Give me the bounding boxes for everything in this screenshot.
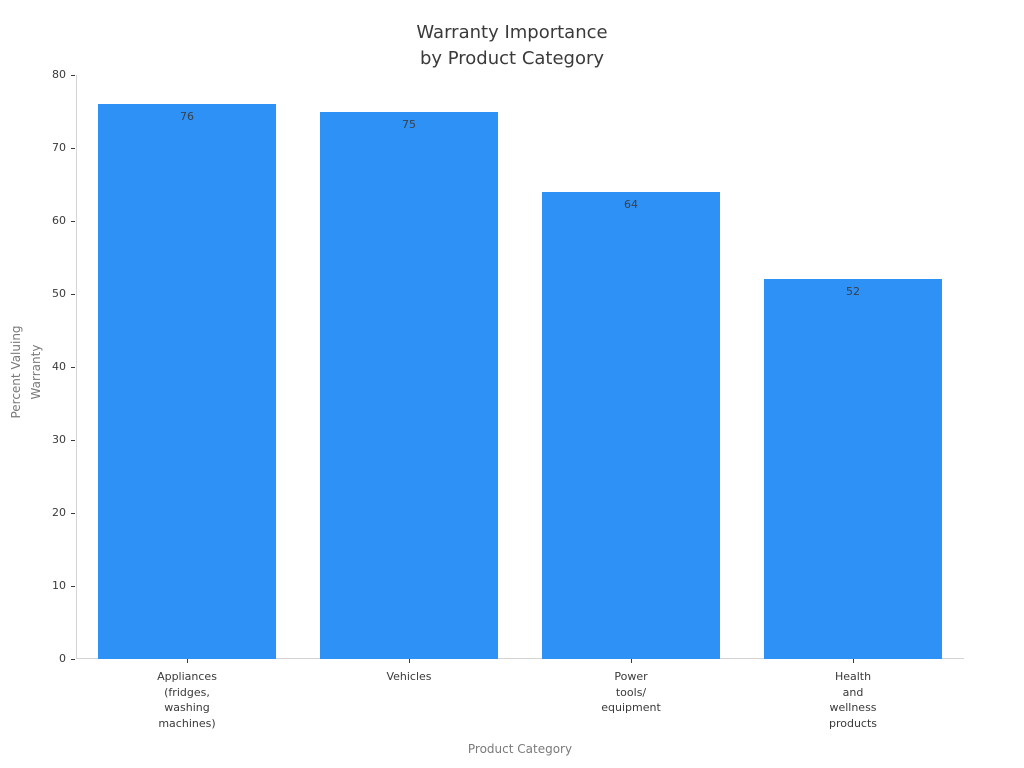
bar-value-label: 52 [845, 285, 860, 299]
x-tick-label: Health and wellness products [828, 670, 878, 730]
plot-area [76, 75, 964, 659]
y-tick-mark [71, 366, 75, 368]
y-tick-mark [71, 220, 75, 222]
bar-value-label: 76 [179, 110, 194, 124]
y-tick-label: 20 [52, 506, 66, 519]
x-tick-label: Power tools/ equipment [601, 670, 661, 714]
y-tick-mark [71, 512, 75, 514]
bar [98, 104, 276, 659]
y-tick-label: 70 [52, 141, 66, 154]
y-tick-label: 0 [59, 652, 66, 665]
y-tick-label: 80 [52, 68, 66, 81]
y-tick-label: 40 [52, 360, 66, 373]
y-tick-mark [71, 439, 75, 441]
bar-value-label: 75 [401, 117, 416, 131]
y-tick-mark [71, 658, 75, 660]
y-tick-label: 50 [52, 287, 66, 300]
x-tick-mark [186, 659, 188, 663]
y-tick-mark [71, 147, 75, 149]
x-tick-mark [408, 659, 410, 663]
x-tick-mark [630, 659, 632, 663]
y-tick-label: 30 [52, 433, 66, 446]
bar-value-label: 64 [623, 197, 638, 211]
chart-title: Warranty Importance by Product Category [416, 22, 608, 69]
y-tick-mark [71, 74, 75, 76]
bar [320, 111, 498, 659]
x-tick-label: Vehicles [386, 670, 432, 683]
bar [764, 279, 942, 659]
bar [542, 191, 720, 659]
y-tick-mark [71, 293, 75, 295]
x-axis-label: Product Category [467, 742, 573, 756]
x-tick-mark [852, 659, 854, 663]
y-tick-label: 60 [52, 214, 66, 227]
y-tick-label: 10 [52, 579, 66, 592]
y-tick-mark [71, 585, 75, 587]
x-tick-label: Appliances (fridges, washing machines) [157, 670, 217, 730]
